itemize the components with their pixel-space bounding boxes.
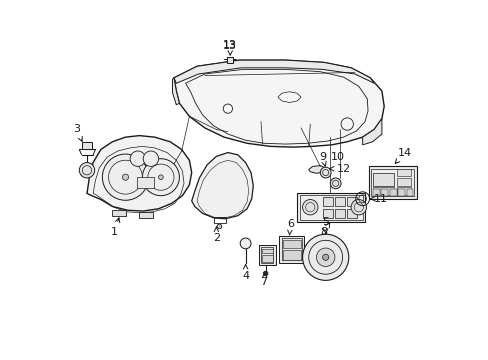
Text: 11: 11 <box>369 194 386 204</box>
Text: 6: 6 <box>286 219 293 235</box>
Bar <box>396 169 410 176</box>
Circle shape <box>263 271 267 276</box>
Polygon shape <box>362 119 381 145</box>
Polygon shape <box>174 60 384 147</box>
Bar <box>334 197 344 206</box>
Circle shape <box>302 199 317 215</box>
Bar <box>406 189 413 195</box>
Circle shape <box>320 167 330 178</box>
Circle shape <box>322 254 328 260</box>
Text: 14: 14 <box>394 148 411 163</box>
Bar <box>372 189 379 195</box>
Bar <box>380 189 387 195</box>
Polygon shape <box>308 166 325 173</box>
Circle shape <box>217 224 221 229</box>
Text: 1: 1 <box>111 218 120 237</box>
Bar <box>299 195 362 220</box>
Bar <box>279 236 304 263</box>
Polygon shape <box>87 136 191 211</box>
Text: 3: 3 <box>73 125 82 141</box>
Bar <box>258 245 275 265</box>
Bar <box>372 187 393 195</box>
Bar <box>322 209 332 218</box>
Bar <box>370 169 413 197</box>
Bar <box>226 57 233 63</box>
Text: 13: 13 <box>223 40 237 50</box>
Bar <box>282 240 301 248</box>
Text: 9: 9 <box>318 152 325 166</box>
Polygon shape <box>191 153 253 219</box>
Bar <box>297 193 364 222</box>
Circle shape <box>316 248 334 266</box>
Circle shape <box>122 174 128 180</box>
Bar <box>82 142 91 149</box>
Bar <box>396 187 410 195</box>
Text: 5: 5 <box>322 217 328 233</box>
Circle shape <box>143 151 158 166</box>
Circle shape <box>350 199 366 215</box>
Bar <box>322 197 332 206</box>
Text: 13: 13 <box>223 41 237 55</box>
Circle shape <box>102 154 148 200</box>
Bar <box>137 177 154 188</box>
Bar <box>346 209 357 218</box>
Bar <box>261 255 272 262</box>
Bar <box>396 178 410 186</box>
Circle shape <box>79 163 95 178</box>
Bar <box>281 238 301 260</box>
Polygon shape <box>174 60 373 83</box>
Bar <box>346 197 357 206</box>
Circle shape <box>302 234 348 280</box>
Bar <box>368 166 416 199</box>
Bar <box>389 189 396 195</box>
Bar <box>334 209 344 218</box>
Bar <box>282 249 301 260</box>
Bar <box>112 210 126 216</box>
Bar <box>139 212 153 218</box>
Circle shape <box>130 151 145 166</box>
Text: 10: 10 <box>330 152 345 162</box>
Bar <box>261 247 273 263</box>
Polygon shape <box>172 78 179 105</box>
Text: 8: 8 <box>320 223 329 237</box>
Circle shape <box>142 159 179 195</box>
Text: 7: 7 <box>260 273 267 287</box>
Circle shape <box>240 238 250 249</box>
Bar <box>214 217 225 223</box>
Circle shape <box>329 178 341 189</box>
Bar <box>261 249 272 253</box>
Circle shape <box>158 175 163 180</box>
Bar <box>372 173 393 186</box>
Text: 12: 12 <box>329 164 350 174</box>
Text: 4: 4 <box>242 265 249 281</box>
Text: 2: 2 <box>212 227 220 243</box>
Bar <box>397 189 404 195</box>
